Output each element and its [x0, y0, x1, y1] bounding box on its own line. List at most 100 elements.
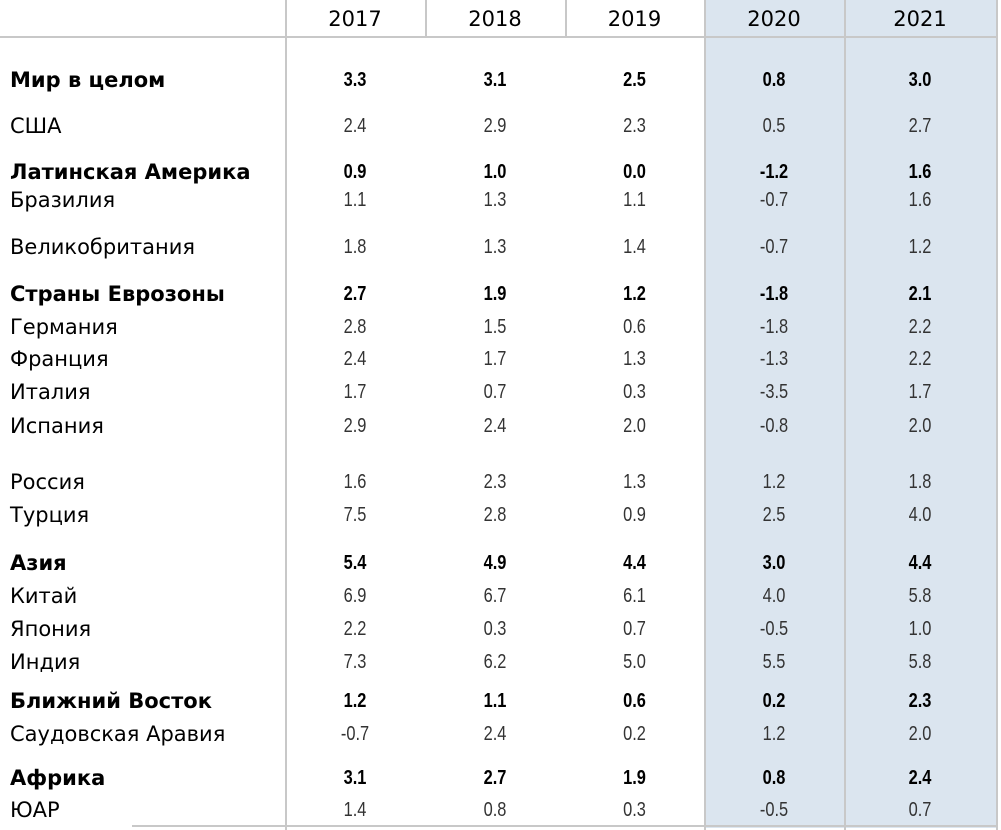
row-label: Азия: [10, 551, 67, 575]
value-cell: 1.7: [343, 381, 367, 403]
year-header: 2017: [328, 7, 382, 31]
table-row: Азия 5.4 4.9 4.4 3.0 4.4: [0, 548, 1001, 578]
value-cell: 1.3: [483, 189, 507, 211]
value-cell: 1.7: [908, 381, 932, 403]
column-divider: [996, 0, 998, 830]
column-divider: [285, 0, 287, 830]
row-label: Саудовская Аравия: [10, 722, 226, 746]
value-cell: 2.3: [483, 471, 507, 493]
value-cell: 3.0: [908, 69, 932, 91]
value-cell: 2.8: [483, 504, 507, 526]
value-cell: 3.3: [343, 69, 367, 91]
table-row: Мир в целом 3.3 3.1 2.5 0.8 3.0: [0, 65, 1001, 95]
value-cell: 0.3: [623, 381, 646, 403]
value-cell: 2.4: [908, 767, 932, 789]
value-cell: -1.3: [759, 348, 789, 370]
table-row: Китай 6.9 6.7 6.1 4.0 5.8: [0, 581, 1001, 611]
value-cell: 6.7: [483, 585, 507, 607]
table-row: Латинская Америка 0.9 1.0 0.0 -1.2 1.6: [0, 157, 1001, 187]
year-header: 2019: [607, 7, 662, 31]
value-cell: 6.2: [483, 651, 507, 673]
value-cell: -1.8: [759, 283, 789, 305]
value-cell: 3.0: [762, 552, 786, 574]
year-header: 2021: [893, 7, 947, 31]
value-cell: 2.0: [908, 723, 932, 745]
row-label: США: [10, 114, 62, 138]
value-cell: 4.4: [623, 552, 646, 574]
value-cell: 1.3: [623, 348, 646, 370]
value-cell: 1.5: [483, 316, 507, 338]
value-cell: 2.9: [483, 115, 507, 137]
row-label: Германия: [10, 315, 118, 339]
value-cell: 1.1: [623, 189, 646, 211]
value-cell: 0.6: [623, 690, 646, 712]
value-cell: 1.6: [908, 189, 932, 211]
table-row: Япония 2.2 0.3 0.7 -0.5 1.0: [0, 614, 1001, 644]
value-cell: 0.7: [908, 799, 932, 821]
value-cell: 1.9: [623, 767, 646, 789]
value-cell: 2.9: [343, 415, 367, 437]
value-cell: 1.3: [623, 471, 646, 493]
row-label: Страны Еврозоны: [10, 282, 225, 306]
table-row: США 2.4 2.9 2.3 0.5 2.7: [0, 111, 1001, 141]
value-cell: 1.1: [483, 690, 507, 712]
value-cell: 2.0: [623, 415, 646, 437]
table-row: Германия 2.8 1.5 0.6 -1.8 2.2: [0, 312, 1001, 342]
value-cell: 5.8: [908, 585, 932, 607]
value-cell: 1.3: [483, 236, 507, 258]
table-row: Ближний Восток 1.2 1.1 0.6 0.2 2.3: [0, 686, 1001, 716]
value-cell: 1.0: [908, 618, 932, 640]
value-cell: 2.4: [343, 115, 367, 137]
value-cell: 2.4: [483, 723, 507, 745]
value-cell: -1.8: [759, 316, 789, 338]
value-cell: 1.2: [762, 723, 786, 745]
value-cell: 6.9: [343, 585, 367, 607]
value-cell: 4.4: [908, 552, 932, 574]
value-cell: 1.2: [762, 471, 786, 493]
table-row: Индия 7.3 6.2 5.0 5.5 5.8: [0, 647, 1001, 677]
table-row: Бразилия 1.1 1.3 1.1 -0.7 1.6: [0, 185, 1001, 215]
header-divider: [0, 36, 998, 38]
value-cell: -1.2: [759, 161, 789, 183]
value-cell: 2.4: [343, 348, 367, 370]
table-row: Страны Еврозоны 2.7 1.9 1.2 -1.8 2.1: [0, 279, 1001, 309]
value-cell: 0.8: [483, 799, 507, 821]
value-cell: 1.4: [343, 799, 367, 821]
value-cell: 1.2: [343, 690, 367, 712]
value-cell: 2.1: [908, 283, 932, 305]
value-cell: 7.3: [343, 651, 367, 673]
value-cell: 1.8: [343, 236, 367, 258]
row-label: Испания: [10, 414, 104, 438]
value-cell: 0.6: [623, 316, 646, 338]
value-cell: -0.5: [759, 799, 789, 821]
value-cell: 2.2: [908, 348, 932, 370]
value-cell: -3.5: [759, 381, 789, 403]
value-cell: 0.5: [762, 115, 786, 137]
row-label: Турция: [10, 503, 90, 527]
value-cell: 2.3: [623, 115, 646, 137]
value-cell: 5.0: [623, 651, 646, 673]
value-cell: 5.5: [762, 651, 786, 673]
value-cell: 1.6: [343, 471, 367, 493]
value-cell: 7.5: [343, 504, 367, 526]
column-divider: [425, 0, 427, 38]
value-cell: 1.9: [483, 283, 507, 305]
value-cell: 1.2: [908, 236, 932, 258]
row-label: Индия: [10, 650, 81, 674]
year-header: 2020: [747, 7, 801, 31]
row-label: Италия: [10, 380, 91, 404]
value-cell: -0.8: [759, 415, 789, 437]
row-label: Африка: [10, 766, 106, 790]
value-cell: 2.7: [908, 115, 932, 137]
value-cell: 0.0: [623, 161, 646, 183]
value-cell: 3.1: [483, 69, 507, 91]
column-divider: [565, 0, 567, 38]
forecast-columns-highlight: [706, 0, 998, 828]
table-row: Саудовская Аравия -0.7 2.4 0.2 1.2 2.0: [0, 719, 1001, 749]
value-cell: 2.5: [623, 69, 646, 91]
value-cell: 5.8: [908, 651, 932, 673]
value-cell: 2.5: [762, 504, 786, 526]
column-divider: [844, 0, 846, 830]
value-cell: 0.3: [623, 799, 646, 821]
value-cell: 2.0: [908, 415, 932, 437]
